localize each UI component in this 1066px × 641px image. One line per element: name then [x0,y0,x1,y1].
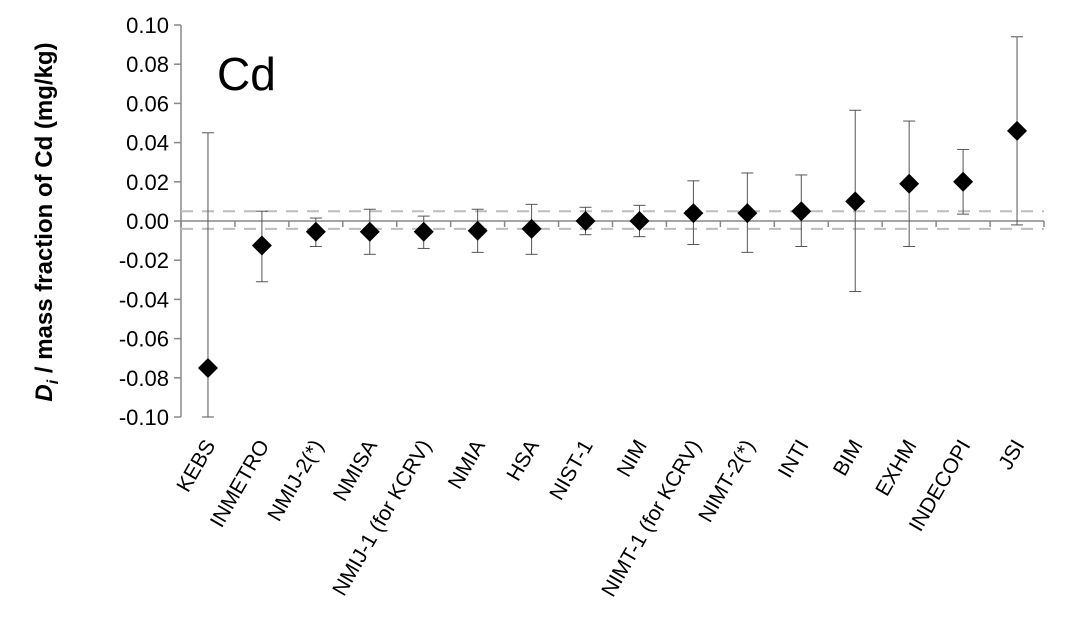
data-point [899,173,920,194]
data-points [197,120,1028,378]
data-point [683,203,704,224]
y-tick-labels: 0.10 0.08 0.06 0.04 0.02 0.00 -0.02 -0.04 -0.06 -… [119,13,169,430]
data-point [629,211,650,231]
y-tick-label: 0.02 [126,170,169,195]
data-point [197,358,218,378]
x-tick-label: NMIJ-1 (for KCRV) [328,436,436,600]
data-point [1007,120,1028,141]
data-point [359,221,380,242]
y-tick-label: -0.02 [119,248,169,273]
x-tick-label: EXHM [871,436,921,500]
x-tick-label: NIM [613,436,652,481]
axes [174,24,1045,418]
x-tick-label: JSI [994,436,1029,474]
reference-band [181,210,1044,230]
y-tick-label: 0.10 [126,13,169,38]
data-point [521,218,542,239]
x-tick-label: NIMT-1 (for KCRV) [597,436,705,601]
data-point [575,211,596,231]
y-axis-symbol: D [31,384,58,401]
data-point [413,221,434,242]
y-tick-label: 0.06 [126,91,169,116]
x-tick-label: HSA [502,436,544,485]
x-tick-label: KEBS [172,436,220,496]
x-tick-label: NMISA [329,436,382,505]
y-axis-label-text: / mass fraction of Cd (mg/kg) [31,42,58,379]
data-point [845,191,866,212]
y-tick-label: -0.04 [119,287,169,312]
y-axis-label: Di / mass fraction of Cd (mg/kg) [31,42,62,401]
x-tick-label: INTI [774,436,814,482]
x-tick-label: BIM [829,436,868,480]
data-point [737,203,758,224]
data-point [791,201,812,222]
y-axis-subscript: i [45,379,62,384]
y-tick-label: -0.10 [119,405,169,430]
panel-label: Cd [217,48,276,100]
data-point [305,221,326,242]
y-tick-label: -0.06 [119,327,169,352]
data-point [953,171,974,192]
data-point [467,220,488,241]
data-point [251,235,272,256]
y-tick-label: 0.00 [126,209,169,234]
y-tick-label: -0.08 [119,366,169,391]
y-tick-label: 0.08 [126,52,169,77]
x-tick-label: NIST-1 [545,436,598,504]
x-tick-label: NMIA [444,436,490,493]
y-tick-label: 0.04 [126,131,169,156]
